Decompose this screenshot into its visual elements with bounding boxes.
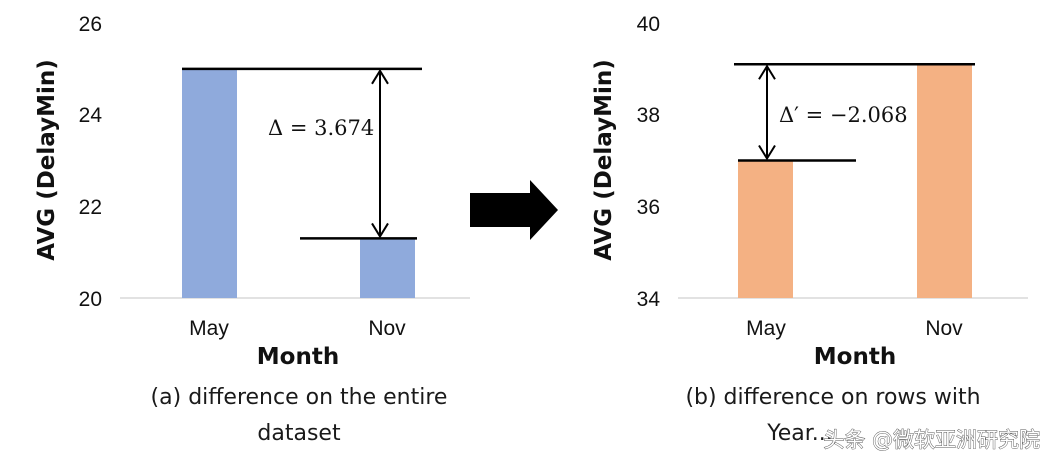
chart-b-y-axis-title: AVG (DelayMin) — [591, 59, 617, 260]
chart-a-ytick-3: 26 — [79, 13, 102, 36]
chart-b-bar-may — [738, 160, 793, 298]
chart-b-delta-arrow-head-top — [758, 64, 776, 80]
chart-b-caption-line-1: (b) difference on rows with — [685, 385, 980, 410]
chart-a-xtick-may: May — [189, 317, 229, 340]
chart-a-caption-line-1: (a) difference on the entire — [151, 385, 448, 410]
watermark-text: 头条 @微软亚洲研究院 — [823, 428, 1040, 452]
chart-b-bar-nov — [917, 64, 972, 298]
chart-a-caption-line-2: dataset — [257, 421, 341, 446]
chart-a-ytick-2: 24 — [79, 104, 103, 127]
chart-a-y-axis-title: AVG (DelayMin) — [34, 59, 60, 260]
chart-a-delta-arrow — [371, 68, 389, 239]
chart-a-bar-nov — [360, 238, 415, 298]
chart-b-ytick-1: 36 — [637, 196, 660, 219]
chart-a-xtick-nov: Nov — [368, 317, 406, 340]
chart-a: 20 22 24 26 Δ = 3.674 May Nov Month AVG … — [34, 13, 470, 446]
chart-b-ytick-0: 34 — [637, 288, 661, 311]
chart-b-ytick-2: 38 — [637, 104, 660, 127]
chart-b-delta-arrow-head-bottom — [758, 144, 776, 161]
chart-a-delta-arrow-head-top — [371, 68, 389, 85]
chart-a-delta-label: Δ = 3.674 — [268, 116, 374, 140]
chart-b-xtick-may: May — [746, 317, 786, 340]
chart-b: 34 36 38 40 Δ′ = −2.068 May Nov Month AV… — [591, 13, 1028, 446]
transition-arrow-icon — [470, 180, 558, 240]
chart-a-x-axis-title: Month — [257, 344, 339, 370]
chart-b-xtick-nov: Nov — [925, 317, 963, 340]
chart-a-ytick-1: 22 — [79, 196, 102, 219]
chart-b-delta-arrow — [758, 64, 776, 161]
chart-a-ytick-0: 20 — [79, 288, 102, 311]
chart-b-ytick-3: 40 — [637, 13, 660, 36]
chart-b-caption-line-2: Year... — [766, 421, 833, 446]
chart-b-delta-label: Δ′ = −2.068 — [779, 103, 908, 127]
chart-b-x-axis-title: Month — [814, 344, 896, 370]
chart-a-delta-arrow-head-bottom — [371, 222, 389, 239]
chart-a-bar-may — [182, 68, 237, 298]
